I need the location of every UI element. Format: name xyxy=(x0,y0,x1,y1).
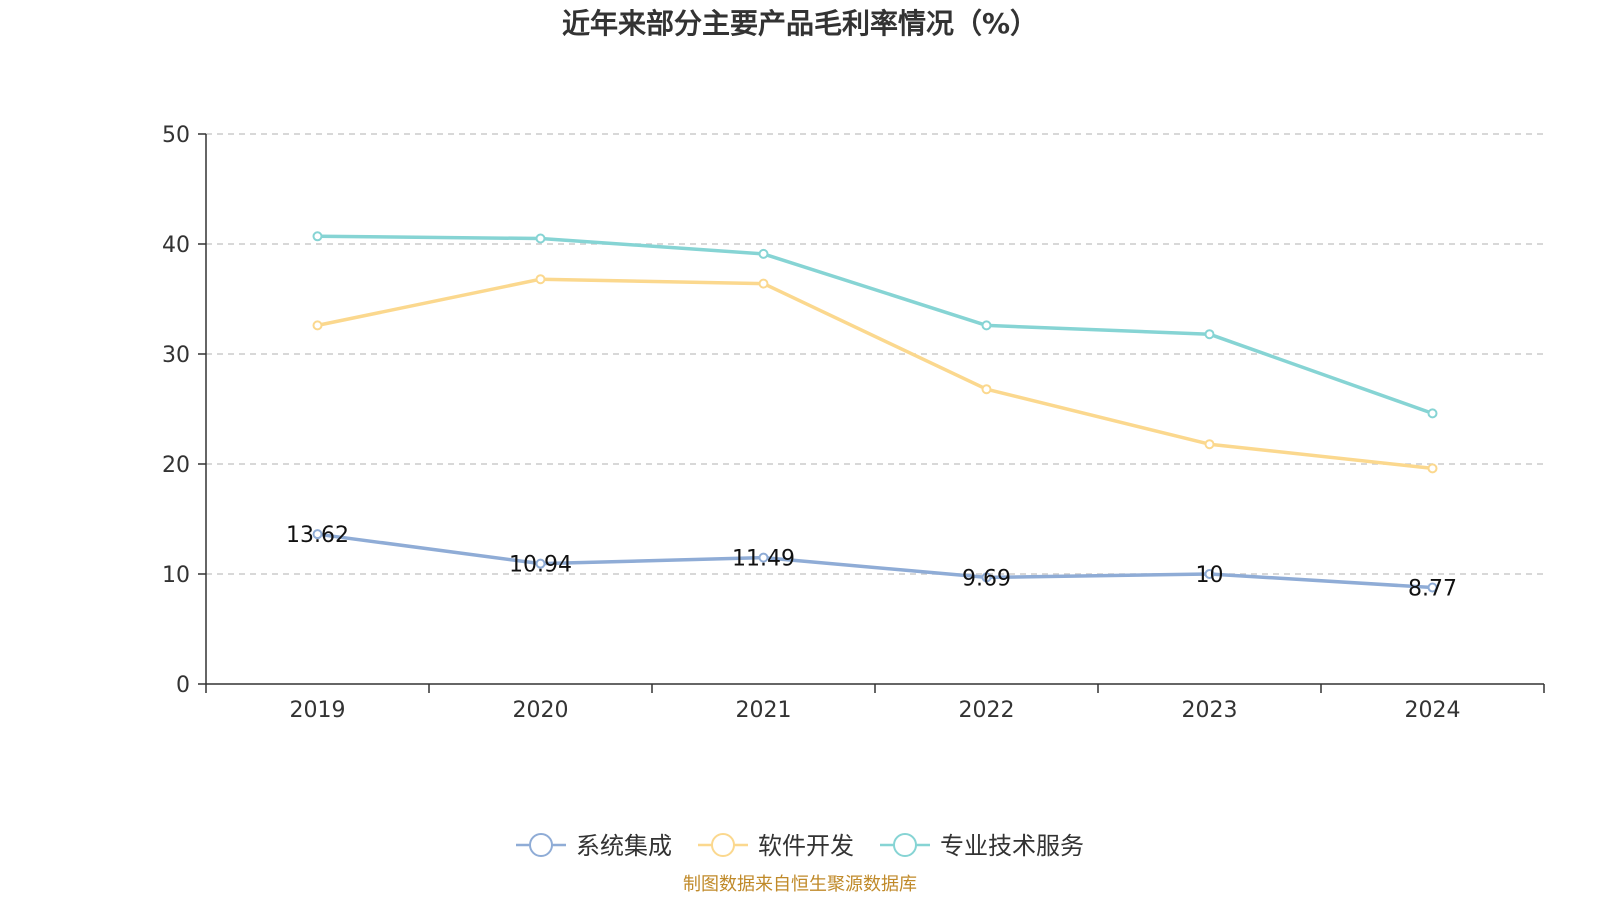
data-point xyxy=(981,384,992,395)
data-point xyxy=(981,572,992,583)
data-label: 13.62 xyxy=(286,523,349,548)
legend-marker-2 xyxy=(893,833,917,857)
axes: 0 10 20 30 40 50 2019 2020 2021 2022 2023 2024 xyxy=(162,123,1545,723)
series-line-0 xyxy=(317,532,1433,590)
data-point xyxy=(758,552,769,563)
x-tick-label: 2024 xyxy=(1405,698,1461,723)
data-point xyxy=(758,278,769,289)
x-tick-label: 2022 xyxy=(959,698,1015,723)
data-point xyxy=(535,274,546,285)
data-point xyxy=(1204,569,1215,579)
data-point xyxy=(1427,463,1438,474)
data-point xyxy=(981,320,992,331)
legend-label: 系统集成 xyxy=(576,832,672,860)
chart-title: 近年来部分主要产品毛利率情况（%） xyxy=(562,7,1038,40)
source-note: 制图数据来自恒生聚源数据库 xyxy=(683,874,917,895)
data-point xyxy=(312,529,323,540)
legend-marker-0 xyxy=(529,833,553,857)
x-tick-label: 2023 xyxy=(1182,698,1238,723)
data-label: 8.77 xyxy=(1408,577,1457,602)
data-point xyxy=(758,248,769,259)
legend: 系统集成 软件开发 专业技术服务 xyxy=(516,832,1084,860)
y-tick-label: 40 xyxy=(162,233,190,258)
data-point xyxy=(1427,408,1438,419)
y-tick-label: 30 xyxy=(162,343,190,368)
data-point xyxy=(1204,439,1215,450)
data-point xyxy=(535,558,546,569)
grid-lines xyxy=(206,133,1544,575)
series-line-2 xyxy=(317,234,1434,416)
legend-label: 软件开发 xyxy=(758,832,854,860)
data-point xyxy=(1204,329,1215,340)
data-label: 10.94 xyxy=(509,553,572,578)
data-point xyxy=(312,231,323,242)
x-tick-label: 2019 xyxy=(290,698,346,723)
legend-marker-1 xyxy=(711,833,735,857)
data-label: 9.69 xyxy=(962,566,1011,591)
data-point xyxy=(1427,582,1438,593)
data-label: 10 xyxy=(1196,563,1224,588)
y-tick-label: 0 xyxy=(176,673,190,698)
data-labels: 13.62 10.94 11.49 9.69 10 8.77 xyxy=(286,523,1457,601)
data-point xyxy=(312,320,323,331)
x-tick-label: 2021 xyxy=(736,698,792,723)
y-tick-label: 50 xyxy=(162,123,190,148)
data-label: 11.49 xyxy=(732,547,795,572)
series-layer xyxy=(312,231,1438,593)
series-line-1 xyxy=(317,277,1433,471)
legend-label: 专业技术服务 xyxy=(940,832,1084,860)
x-tick-label: 2020 xyxy=(513,698,569,723)
y-tick-label: 20 xyxy=(162,453,190,478)
data-point xyxy=(535,233,546,244)
y-tick-label: 10 xyxy=(162,563,190,588)
